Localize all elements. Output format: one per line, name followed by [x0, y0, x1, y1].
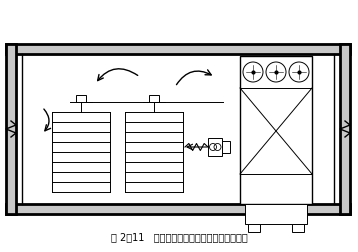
- Bar: [248, 224, 260, 232]
- Circle shape: [289, 62, 309, 82]
- Bar: [292, 224, 304, 232]
- Bar: [6, 204, 350, 214]
- Bar: [222, 141, 230, 153]
- Bar: [6, 44, 350, 54]
- Bar: [6, 44, 16, 214]
- Text: 图 2－11   采用落地式冷风机的盘装食品冻结间: 图 2－11 采用落地式冷风机的盘装食品冻结间: [111, 232, 247, 242]
- Bar: [240, 56, 312, 204]
- Bar: [208, 138, 222, 156]
- Circle shape: [243, 62, 263, 82]
- Bar: [149, 95, 159, 102]
- Bar: [340, 44, 350, 214]
- Bar: [76, 95, 86, 102]
- Circle shape: [266, 62, 286, 82]
- Bar: [245, 204, 307, 224]
